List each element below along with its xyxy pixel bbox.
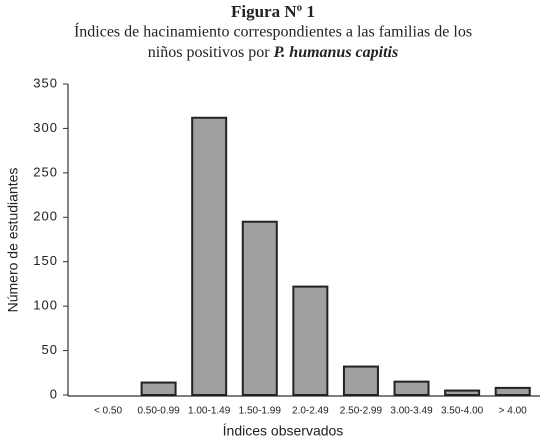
bar: [494, 386, 531, 396]
y-tick-label: 350: [33, 75, 58, 90]
chart-title: Figura Nº 1: [231, 2, 315, 21]
y-tick-label: 100: [33, 298, 58, 313]
bar: [241, 220, 278, 396]
x-tick-label: 2.50-2.99: [340, 406, 383, 417]
y-axis-label: Número de estudiantes: [5, 168, 21, 313]
x-tick-label: > 4.00: [499, 406, 528, 417]
x-tick-label: 0.50-0.99: [137, 406, 180, 417]
y-tick-label: 300: [33, 120, 58, 135]
x-tick-label: 3.00-3.49: [390, 406, 433, 417]
y-tick-label: 0: [50, 386, 58, 401]
chart-subtitle: niños positivos por: [148, 44, 270, 61]
bar: [140, 381, 177, 396]
y-tick-label: 150: [33, 253, 58, 268]
chart-subtitle: P. humanus capitis: [273, 44, 399, 61]
x-tick-label: 3.50-4.00: [441, 406, 484, 417]
x-axis-label: Índices observados: [223, 423, 344, 439]
bar: [292, 285, 329, 397]
chart-subtitle: Índices de hacinamiento correspondientes…: [74, 22, 472, 41]
x-tick-label: 2.0-2.49: [292, 406, 329, 417]
x-tick-label: 1.50-1.99: [239, 406, 282, 417]
bar: [191, 116, 228, 396]
bar: [393, 380, 430, 396]
bar: [342, 365, 379, 396]
y-tick-label: 250: [33, 164, 58, 179]
y-tick-label: 200: [33, 209, 58, 224]
x-tick-label: 1.00-1.49: [188, 406, 231, 417]
x-tick-label: < 0.50: [94, 406, 123, 417]
y-tick-label: 50: [42, 342, 58, 357]
chart-subtitle: niños positivos por P. humanus capitis: [148, 44, 398, 61]
bar: [444, 389, 481, 396]
